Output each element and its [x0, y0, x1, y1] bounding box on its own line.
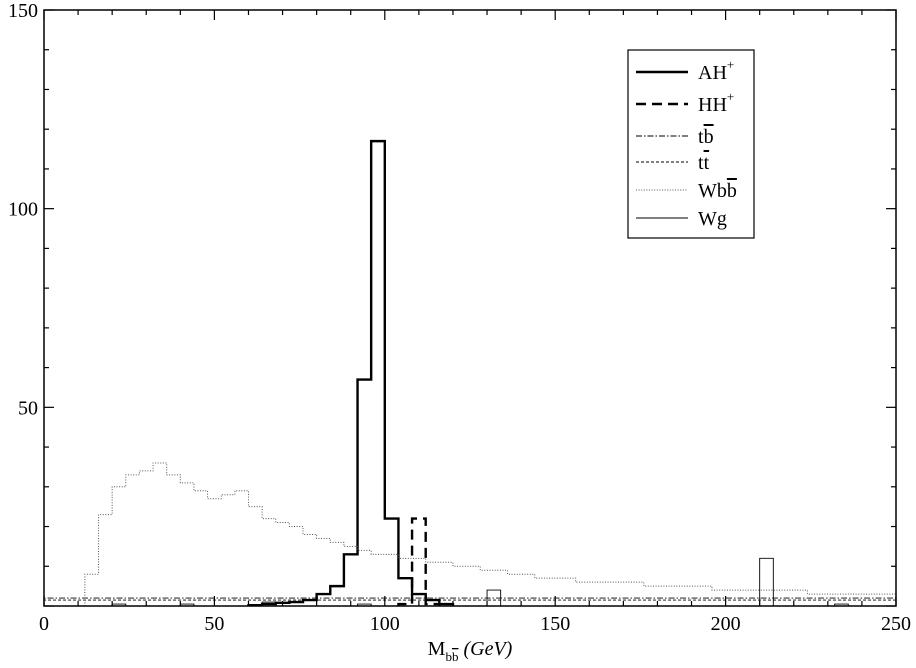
x-axis-label-main: M [428, 638, 446, 660]
legend-label: HH+ [698, 89, 734, 116]
x-axis-label-sub: b [445, 649, 452, 664]
legend-item-tb: tb [636, 126, 714, 148]
legend-item-Wg: Wg [636, 208, 727, 230]
x-axis-label-subbar: b [452, 649, 459, 664]
axis-ticks [43, 9, 897, 607]
y-tick-label: 150 [8, 0, 38, 22]
x-tick-label: 200 [711, 613, 741, 635]
series-layer [43, 139, 897, 607]
legend-label: tt [698, 152, 710, 174]
series-Wg [111, 557, 849, 607]
series-AH [247, 139, 455, 607]
x-tick-label: 100 [370, 613, 400, 635]
legend: AH+ HH+ tb tt Wbb Wg [627, 49, 755, 239]
legend-label: tb [698, 126, 714, 148]
legend-box [627, 49, 755, 239]
legend-label: AH+ [698, 57, 734, 84]
legend-item-Wbb: Wbb [636, 180, 737, 202]
legend-item-HH: HH+ [636, 89, 734, 116]
y-tick-label: 100 [8, 199, 38, 221]
plot-frame [43, 9, 897, 607]
x-tick-label: 50 [204, 613, 224, 635]
x-axis-label-unit: (GeV) [463, 638, 512, 660]
series-Wbb [84, 462, 897, 606]
y-tick-label: 50 [18, 397, 38, 419]
legend-label: Wbb [698, 180, 737, 202]
series-HH [397, 517, 441, 606]
legend-item-tt: tt [636, 152, 710, 174]
x-tick-label: 0 [39, 613, 49, 635]
series-tb [43, 597, 897, 606]
legend-label: Wg [698, 208, 727, 230]
legend-item-AH: AH+ [636, 57, 734, 84]
x-tick-label: 250 [881, 613, 911, 635]
tick-labels: 0 50 100 150 200 250 50 100 150 [8, 0, 911, 635]
x-tick-label: 150 [540, 613, 570, 635]
series-tt [43, 599, 897, 606]
x-axis-label: Mbb (GeV) [428, 638, 513, 664]
